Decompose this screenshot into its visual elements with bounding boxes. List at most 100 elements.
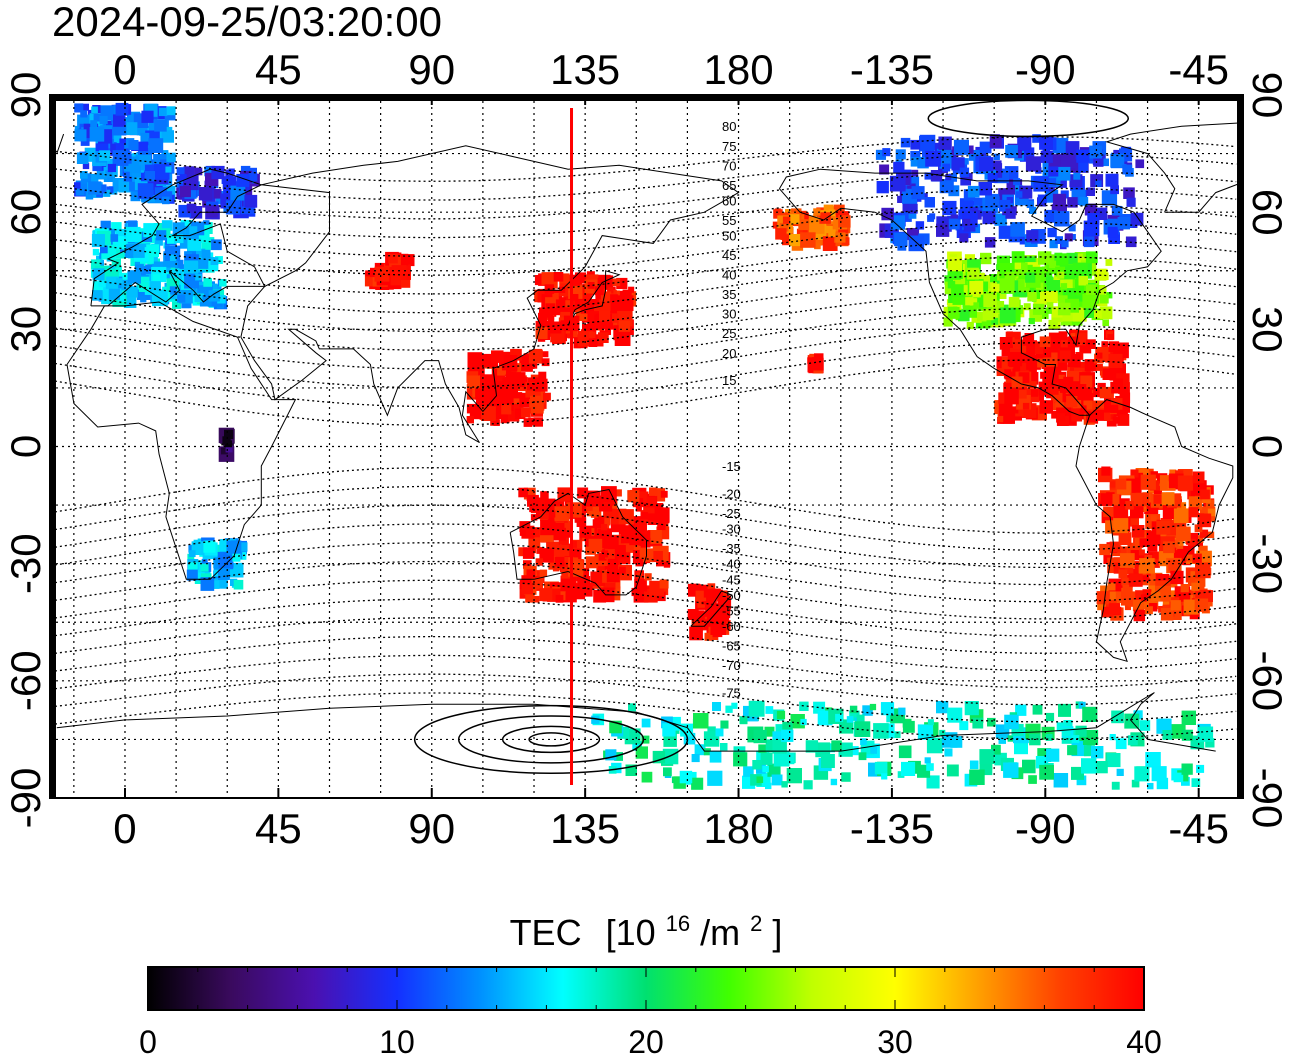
tec-cell [969,760,979,770]
tec-cell [1142,589,1152,599]
tec-cell [977,312,987,322]
tec-cell [814,242,821,250]
tec-cell [501,355,518,371]
tec-cell [154,237,163,246]
tec-cell [539,375,546,383]
tec-cell [1083,400,1093,410]
colorbar-unit-exponent-2: 2 [750,911,762,936]
coastline [509,488,647,596]
tec-cell [1109,541,1121,553]
tec-cell [697,600,705,608]
tec-cell [119,138,126,145]
tec-cell [1180,584,1189,593]
tec-cell [1122,584,1133,595]
tec-cell [92,248,100,256]
tec-cell [1057,413,1066,422]
tec-cell [1081,758,1097,774]
magnetic-contour [50,579,1237,637]
tec-cell [881,207,894,221]
tec-cell [238,552,247,560]
tec-cell [554,556,565,567]
tec-cell [636,572,643,579]
tec-cell [936,701,949,714]
tec-cell [585,556,598,569]
tec-cell [200,577,215,591]
colorbar-ticks: 0 10 20 30 40 [139,967,1162,1057]
tec-cell [1073,253,1083,263]
tec-cell [1092,409,1104,421]
tec-cell [815,742,831,758]
tec-cell [991,317,999,325]
tec-cell [856,714,865,723]
tec-cell [772,739,787,754]
tec-cell [149,281,161,293]
tec-cell [625,764,637,776]
tec-cell [1109,481,1117,488]
tec-cell [659,579,669,589]
tec-region [591,700,1215,790]
tec-cell [1107,582,1116,591]
tec-cell [1075,332,1087,344]
tec-cell [959,233,969,243]
tec-cell [879,164,890,175]
tec-cell [187,553,195,561]
tec-cell [1128,516,1139,527]
tec-cell [158,107,168,117]
tec-cell [169,286,178,294]
tec-cell [1177,475,1194,491]
tec-cell [917,724,934,740]
tec-region [74,102,176,205]
contour-label: 65 [722,178,736,193]
magnetic-contour [50,290,1237,351]
tec-cell [1087,213,1100,226]
tec-cell [753,729,767,744]
tec-cell [571,330,578,338]
tec-cell [1075,725,1087,737]
tec-cell [662,723,676,737]
tec-cell [1079,341,1092,354]
tec-cell [126,286,138,298]
tec-region [1096,466,1216,622]
tec-cell [1053,773,1069,788]
tec-cell [1066,252,1078,264]
tec-cell [605,329,611,335]
tec-cell [1160,608,1174,621]
magnetic-contour [50,692,1237,740]
tec-cell [999,337,1013,350]
tec-cell [1058,331,1068,341]
tec-cell [826,743,835,753]
magnetic-contour [50,542,1237,603]
tec-cell [374,266,390,282]
pole-contour [501,725,601,754]
tec-cell [140,296,147,303]
tec-cell [983,293,997,307]
tec-cell [858,752,867,761]
tec-cell [758,744,767,753]
tec-cell [663,561,671,568]
tec-cell [874,761,888,775]
tec-cell [1085,251,1098,264]
tec-cell [720,720,729,729]
tec-cell [540,491,549,500]
tec-cell [1015,407,1024,417]
contour-label: 20 [722,346,736,361]
tec-cell [564,530,572,538]
tec-cell [982,309,994,321]
tec-cell [870,747,877,754]
tec-cell [494,409,505,419]
tec-cell [979,749,995,764]
tec-cell [128,140,139,150]
tec-cell [166,152,176,163]
magnetic-contour [50,221,1237,276]
tec-cell [1078,701,1086,709]
tec-cell [1066,396,1078,408]
tec-cell [776,710,786,720]
tec-cell [1086,411,1097,423]
tec-cell [640,512,649,520]
tec-cell [223,186,235,199]
tec-cell [652,750,666,764]
tec-cell [1109,484,1122,497]
tec-cell [707,594,717,604]
tec-cell [936,223,950,237]
tec-cell [689,626,703,641]
